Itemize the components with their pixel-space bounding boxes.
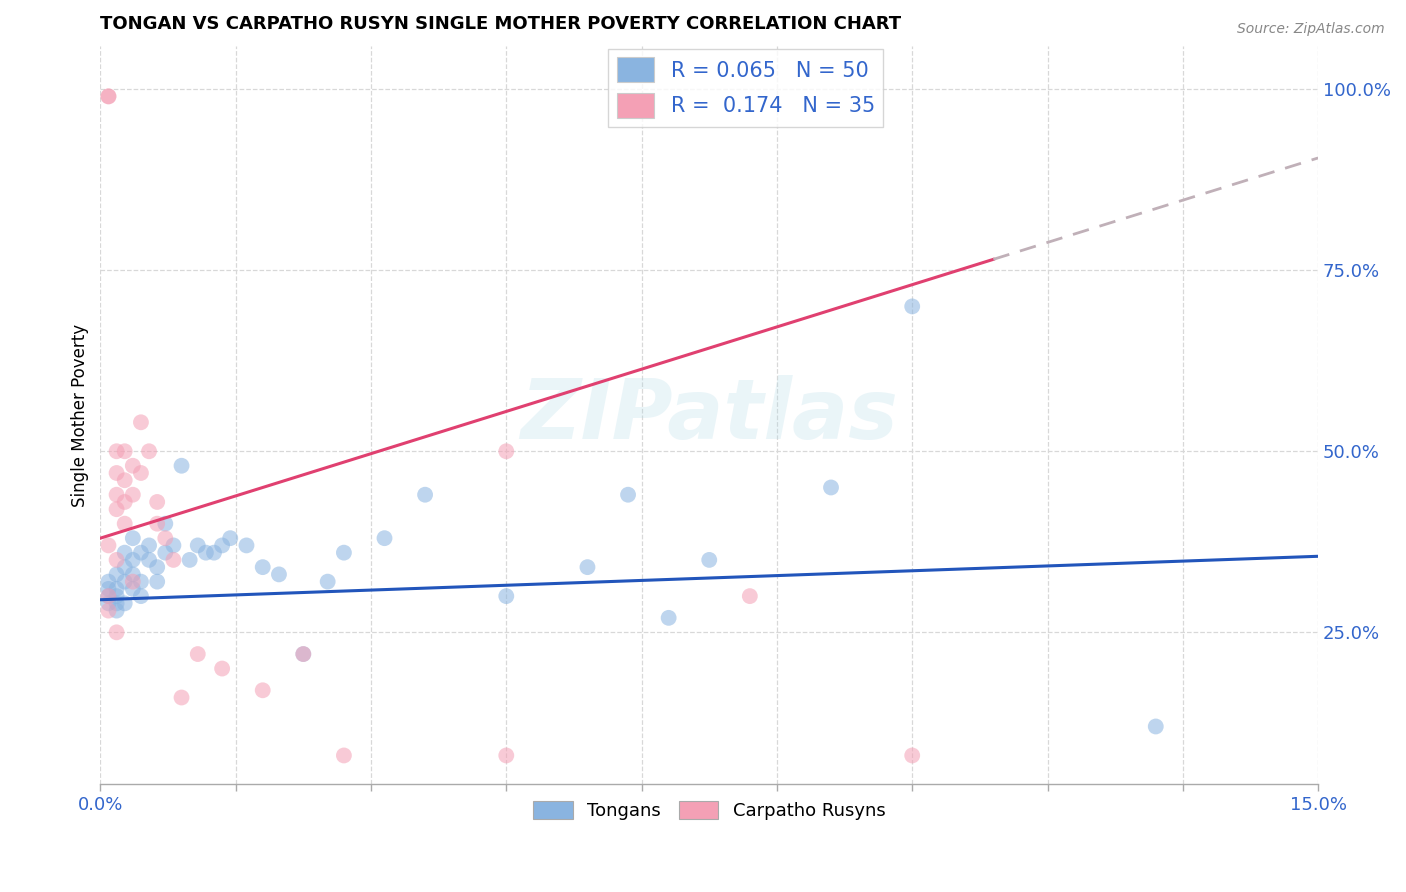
Point [202, 546, 225, 560]
Point [219, 531, 242, 545]
Point [105, 502, 128, 516]
Point [187, 647, 209, 661]
Point [114, 546, 136, 560]
Point [413, 488, 436, 502]
Point [901, 300, 924, 314]
Point [373, 531, 395, 545]
Point [114, 516, 136, 531]
Point [114, 444, 136, 458]
Point [333, 546, 356, 560]
Point [105, 466, 128, 480]
Point [114, 596, 136, 610]
Point [121, 553, 143, 567]
Legend: Tongans, Carpatho Rusyns: Tongans, Carpatho Rusyns [526, 793, 893, 827]
Point [179, 553, 201, 567]
Point [617, 488, 640, 502]
Point [170, 690, 193, 705]
Point [97, 582, 120, 596]
Point [187, 538, 209, 552]
Point [105, 625, 128, 640]
Point [155, 516, 177, 531]
Point [97, 604, 120, 618]
Point [105, 488, 128, 502]
Point [97, 89, 120, 103]
Point [97, 596, 120, 610]
Point [138, 444, 160, 458]
Text: ZIPatlas: ZIPatlas [520, 375, 898, 456]
Point [155, 546, 177, 560]
Point [495, 748, 517, 763]
Point [105, 604, 128, 618]
Point [235, 538, 257, 552]
Point [146, 560, 169, 574]
Point [114, 473, 136, 487]
Y-axis label: Single Mother Poverty: Single Mother Poverty [72, 324, 89, 507]
Point [129, 415, 152, 429]
Point [333, 748, 356, 763]
Point [129, 546, 152, 560]
Point [114, 495, 136, 509]
Point [121, 574, 143, 589]
Point [146, 495, 169, 509]
Point [697, 553, 720, 567]
Point [658, 611, 681, 625]
Point [129, 466, 152, 480]
Point [162, 538, 184, 552]
Point [114, 574, 136, 589]
Point [738, 589, 761, 603]
Point [576, 560, 599, 574]
Point [252, 560, 274, 574]
Point [267, 567, 290, 582]
Point [121, 531, 143, 545]
Point [121, 458, 143, 473]
Point [820, 480, 842, 494]
Point [316, 574, 339, 589]
Point [146, 574, 169, 589]
Point [495, 589, 517, 603]
Point [105, 582, 128, 596]
Point [211, 661, 233, 675]
Point [97, 574, 120, 589]
Point [97, 538, 120, 552]
Point [138, 553, 160, 567]
Point [495, 444, 517, 458]
Text: TONGAN VS CARPATHO RUSYN SINGLE MOTHER POVERTY CORRELATION CHART: TONGAN VS CARPATHO RUSYN SINGLE MOTHER P… [100, 15, 901, 33]
Text: Source: ZipAtlas.com: Source: ZipAtlas.com [1237, 22, 1385, 37]
Point [121, 582, 143, 596]
Point [146, 516, 169, 531]
Point [105, 567, 128, 582]
Point [162, 553, 184, 567]
Point [155, 531, 177, 545]
Point [292, 647, 315, 661]
Point [252, 683, 274, 698]
Point [97, 89, 120, 103]
Point [211, 538, 233, 552]
Point [121, 567, 143, 582]
Point [292, 647, 315, 661]
Point [97, 589, 120, 603]
Point [97, 589, 120, 603]
Point [138, 538, 160, 552]
Point [129, 589, 152, 603]
Point [170, 458, 193, 473]
Point [105, 444, 128, 458]
Point [105, 553, 128, 567]
Point [114, 560, 136, 574]
Point [1144, 719, 1167, 733]
Point [105, 596, 128, 610]
Point [901, 748, 924, 763]
Point [105, 589, 128, 603]
Point [121, 488, 143, 502]
Point [194, 546, 217, 560]
Point [129, 574, 152, 589]
